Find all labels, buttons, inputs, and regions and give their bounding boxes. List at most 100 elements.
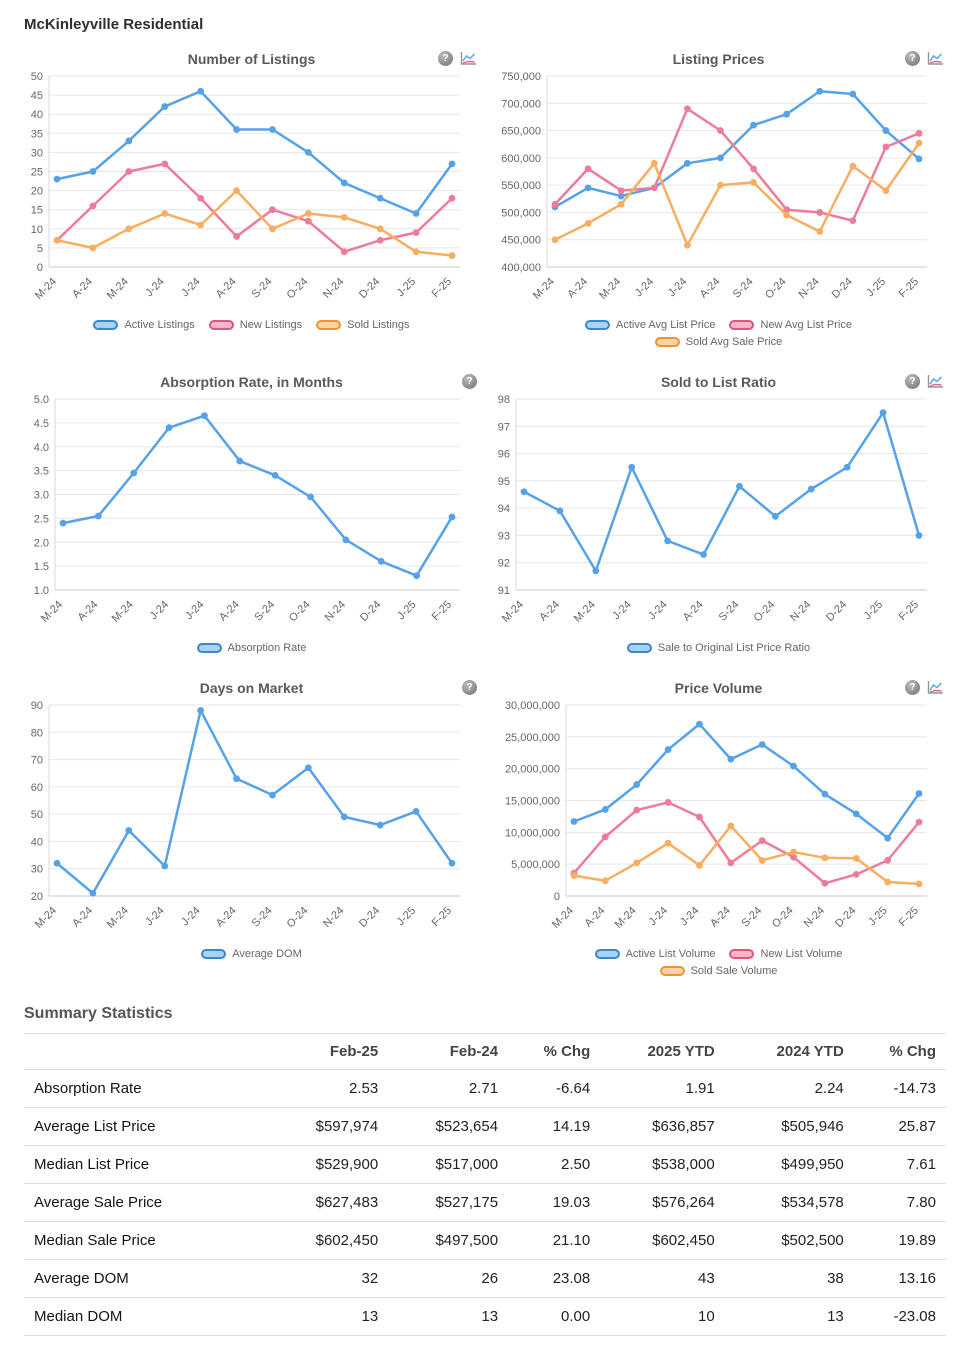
table-row: Average Sale Price $627,483 $527,175 19.03 $… <box>24 1183 946 1222</box>
svg-text:J-25: J-25 <box>395 276 419 300</box>
summary-column-header: Feb-24 <box>388 1033 509 1070</box>
svg-text:50: 50 <box>31 809 43 821</box>
svg-text:J-25: J-25 <box>862 599 886 623</box>
svg-text:40: 40 <box>31 109 43 121</box>
legend-item[interactable]: Active Avg List Price <box>585 319 715 331</box>
legend-item[interactable]: Sold Avg Sale Price <box>654 336 782 348</box>
svg-text:2.0: 2.0 <box>34 537 49 549</box>
svg-text:700,000: 700,000 <box>501 98 541 110</box>
svg-text:A-24: A-24 <box>76 599 101 624</box>
help-icon[interactable]: ? <box>462 374 477 389</box>
svg-text:M-24: M-24 <box>105 905 131 931</box>
svg-text:S-24: S-24 <box>250 276 275 301</box>
svg-text:J-24: J-24 <box>610 599 634 623</box>
help-icon[interactable]: ? <box>905 680 920 695</box>
svg-text:A-24: A-24 <box>214 276 239 301</box>
legend-label: New Avg List Price <box>760 319 852 331</box>
legend-item[interactable]: Active List Volume <box>594 948 715 960</box>
svg-text:25,000,000: 25,000,000 <box>505 732 560 744</box>
summary-cell: -23.08 <box>853 1297 946 1336</box>
svg-text:80: 80 <box>31 727 43 739</box>
chart-title: Days on Market <box>199 680 304 696</box>
svg-text:35: 35 <box>31 128 43 140</box>
svg-text:M-24: M-24 <box>33 276 59 302</box>
svg-text:3.5: 3.5 <box>34 466 49 478</box>
svg-text:M-24: M-24 <box>39 599 65 625</box>
svg-text:S-24: S-24 <box>731 276 756 301</box>
help-icon[interactable]: ? <box>905 374 920 389</box>
compare-icon[interactable] <box>927 374 944 389</box>
charts-grid: ? Number of Listings 0 5 10 15 20 25 30 35 40 45 5… <box>24 49 946 977</box>
chart-legend: Average DOM <box>69 948 434 960</box>
svg-text:F-25: F-25 <box>430 905 454 929</box>
chart-actions: ? <box>462 680 477 695</box>
chart-title: Number of Listings <box>187 51 316 67</box>
legend-item[interactable]: Sold Listings <box>316 319 410 331</box>
svg-text:M-24: M-24 <box>500 599 526 625</box>
help-icon[interactable]: ? <box>905 51 920 66</box>
svg-text:S-24: S-24 <box>252 599 277 624</box>
svg-text:J-24: J-24 <box>666 276 690 300</box>
svg-text:O-24: O-24 <box>287 599 313 625</box>
legend-swatch <box>654 337 680 347</box>
svg-text:N-24: N-24 <box>788 599 813 624</box>
svg-text:750,000: 750,000 <box>501 71 541 83</box>
compare-icon[interactable] <box>927 680 944 695</box>
svg-text:60: 60 <box>31 782 43 794</box>
legend-item[interactable]: Sold Sale Volume <box>659 965 777 977</box>
legend-item[interactable]: Average DOM <box>201 948 302 960</box>
legend-label: New List Volume <box>760 948 843 960</box>
summary-cell: 2.71 <box>388 1069 509 1108</box>
svg-text:J-25: J-25 <box>864 276 888 300</box>
table-row: Median Sale Price $602,450 $497,500 21.10 $6… <box>24 1221 946 1260</box>
chart-actions: ? <box>438 51 477 66</box>
compare-icon[interactable] <box>460 51 477 66</box>
legend-item[interactable]: New Avg List Price <box>729 319 852 331</box>
svg-text:D-24: D-24 <box>357 276 382 301</box>
chart-legend: Absorption Rate <box>69 642 434 654</box>
svg-text:N-24: N-24 <box>321 276 346 301</box>
summary-cell: 1.91 <box>600 1069 725 1108</box>
svg-text:25: 25 <box>31 167 43 179</box>
svg-text:30,000,000: 30,000,000 <box>505 700 560 712</box>
svg-text:O-24: O-24 <box>285 905 311 931</box>
summary-cell: $505,946 <box>724 1107 854 1146</box>
summary-column-header: % Chg <box>508 1033 601 1070</box>
svg-text:A-24: A-24 <box>583 905 608 930</box>
svg-text:D-24: D-24 <box>358 599 383 624</box>
svg-text:97: 97 <box>498 421 510 433</box>
svg-text:J-24: J-24 <box>179 276 203 300</box>
summary-cell: $523,654 <box>388 1107 509 1146</box>
legend-item[interactable]: Absorption Rate <box>196 642 306 654</box>
legend-swatch <box>196 643 222 653</box>
svg-text:M-24: M-24 <box>105 276 131 302</box>
svg-text:N-24: N-24 <box>797 276 822 301</box>
chart-actions: ? <box>905 680 944 695</box>
help-icon[interactable]: ? <box>438 51 453 66</box>
legend-swatch <box>201 949 227 959</box>
summary-cell: $627,483 <box>272 1183 389 1222</box>
summary-cell: $534,578 <box>724 1183 854 1222</box>
legend-item[interactable]: New Listings <box>208 319 302 331</box>
summary-header-row: Feb-25 Feb-24% Chg 2025 YTD 2024 YTD% Chg <box>24 1033 946 1070</box>
svg-text:20,000,000: 20,000,000 <box>505 764 560 776</box>
compare-icon[interactable] <box>927 51 944 66</box>
svg-text:30: 30 <box>31 864 43 876</box>
legend-swatch <box>729 320 755 330</box>
table-row: Absorption Rate 2.53 2.71 -6.64 1.91 2.24 -14.… <box>24 1069 946 1108</box>
summary-column-header: Feb-25 <box>272 1033 389 1070</box>
summary-row-label: Absorption Rate <box>24 1069 273 1108</box>
legend-swatch <box>208 320 234 330</box>
svg-text:F-25: F-25 <box>897 905 921 929</box>
svg-text:1.0: 1.0 <box>34 585 49 597</box>
svg-text:600,000: 600,000 <box>501 153 541 165</box>
legend-item[interactable]: Active Listings <box>93 319 195 331</box>
help-icon[interactable]: ? <box>462 680 477 695</box>
legend-item[interactable]: New List Volume <box>729 948 842 960</box>
svg-text:20: 20 <box>31 891 43 903</box>
chart-card-absorption-rate: ? Absorption Rate, in Months 1.0 1.5 2.0 2.… <box>24 372 479 654</box>
svg-text:O-24: O-24 <box>770 905 796 931</box>
legend-item[interactable]: Sale to Original List Price Ratio <box>626 642 810 654</box>
chart-plot: 400,000 450,000 500,000 550,000 600,000 650,0… <box>491 67 946 319</box>
legend-swatch <box>729 949 755 959</box>
